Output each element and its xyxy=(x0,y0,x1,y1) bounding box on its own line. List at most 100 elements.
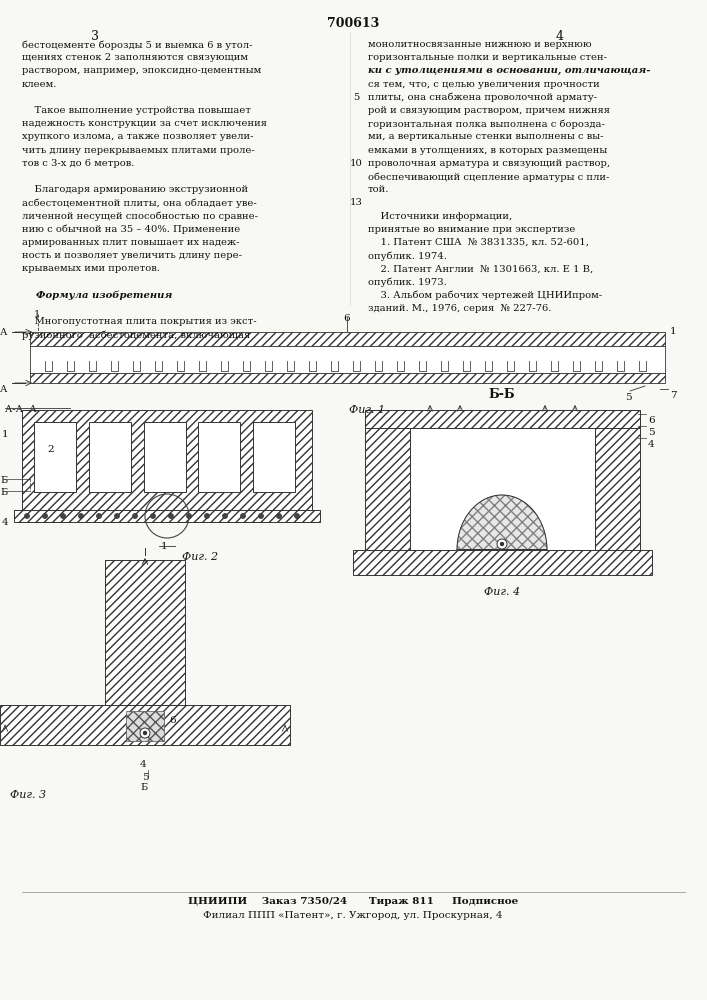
Circle shape xyxy=(295,514,300,518)
Text: Такое выполнение устройства повышает: Такое выполнение устройства повышает xyxy=(22,106,251,115)
Text: 700613: 700613 xyxy=(327,17,379,30)
Bar xyxy=(30,332,665,346)
Text: горизонтальные полки и вертикальные стен-: горизонтальные полки и вертикальные стен… xyxy=(368,53,607,62)
Text: А: А xyxy=(0,328,7,337)
Circle shape xyxy=(501,542,503,546)
Text: Б-Б: Б-Б xyxy=(489,388,515,401)
Text: ки с утолщениями в основании, отличающая-: ки с утолщениями в основании, отличающая… xyxy=(368,66,650,75)
Text: Фиг. 1: Фиг. 1 xyxy=(349,405,385,415)
Circle shape xyxy=(276,514,281,518)
Circle shape xyxy=(259,514,264,518)
Circle shape xyxy=(42,514,47,518)
Text: 4: 4 xyxy=(556,30,564,43)
Text: емками в утолщениях, в которых размещены: емками в утолщениях, в которых размещены xyxy=(368,146,607,155)
Circle shape xyxy=(204,514,209,518)
Text: рой и связующим раствором, причем нижняя: рой и связующим раствором, причем нижняя xyxy=(368,106,610,115)
Text: асбестоцементной плиты, она обладает уве-: асбестоцементной плиты, она обладает уве… xyxy=(22,198,257,208)
Circle shape xyxy=(132,514,137,518)
Polygon shape xyxy=(457,495,547,550)
Polygon shape xyxy=(457,495,547,550)
Circle shape xyxy=(168,514,173,518)
Text: Б: Б xyxy=(0,476,7,485)
Text: монолитносвязанные нижнюю и верхнюю: монолитносвязанные нижнюю и верхнюю xyxy=(368,40,592,49)
Text: клеем.: клеем. xyxy=(22,80,57,89)
Bar xyxy=(253,422,296,492)
Text: ся тем, что, с целью увеличения прочности: ся тем, что, с целью увеличения прочност… xyxy=(368,80,600,89)
Text: личенной несущей способностью по сравне-: личенной несущей способностью по сравне- xyxy=(22,212,258,221)
Text: 3: 3 xyxy=(91,30,99,43)
Text: Формула изобретения: Формула изобретения xyxy=(22,291,173,300)
Bar xyxy=(30,373,665,383)
Bar xyxy=(595,410,640,550)
Text: тов с 3-х до 6 метров.: тов с 3-х до 6 метров. xyxy=(22,159,134,168)
Text: 1: 1 xyxy=(2,430,8,439)
Text: 2. Патент Англии  № 1301663, кл. Е 1 В,: 2. Патент Англии № 1301663, кл. Е 1 В, xyxy=(368,264,593,273)
Text: той.: той. xyxy=(368,185,390,194)
Circle shape xyxy=(151,514,156,518)
Text: проволочная арматура и связующий раствор,: проволочная арматура и связующий раствор… xyxy=(368,159,610,168)
Text: 7: 7 xyxy=(670,391,677,400)
Circle shape xyxy=(61,514,66,518)
Text: хрупкого излома, а также позволяет увели-: хрупкого излома, а также позволяет увели… xyxy=(22,132,254,141)
Text: 6: 6 xyxy=(648,416,655,425)
Text: 4: 4 xyxy=(2,518,8,527)
Text: опублик. 1973.: опублик. 1973. xyxy=(368,278,447,287)
Text: 1: 1 xyxy=(670,327,677,336)
Text: крываемых ими пролетов.: крываемых ими пролетов. xyxy=(22,264,160,273)
Text: 4: 4 xyxy=(140,760,146,769)
Circle shape xyxy=(497,539,507,549)
Text: А-А  А: А-А А xyxy=(5,405,37,414)
Text: Филиал ППП «Патент», г. Ужгород, ул. Проскурная, 4: Филиал ППП «Патент», г. Ужгород, ул. Про… xyxy=(203,911,503,920)
Circle shape xyxy=(144,732,146,734)
Text: 6: 6 xyxy=(169,716,175,725)
Text: зданий. М., 1976, серия  № 227-76.: зданий. М., 1976, серия № 227-76. xyxy=(368,304,551,313)
Text: А: А xyxy=(0,385,7,394)
Bar xyxy=(144,422,186,492)
Bar xyxy=(105,560,185,705)
Text: 6: 6 xyxy=(344,314,350,323)
Text: рузионного  асбестоцемента, включающая: рузионного асбестоцемента, включающая xyxy=(22,330,250,340)
Circle shape xyxy=(115,514,119,518)
Bar xyxy=(0,705,290,745)
Circle shape xyxy=(25,514,30,518)
Circle shape xyxy=(78,514,83,518)
Text: нию с обычной на 35 – 40%. Применение: нию с обычной на 35 – 40%. Применение xyxy=(22,225,240,234)
Text: надежность конструкции за счет исключения: надежность конструкции за счет исключени… xyxy=(22,119,267,128)
Circle shape xyxy=(240,514,245,518)
Text: Благодаря армированию экструзионной: Благодаря армированию экструзионной xyxy=(22,185,248,194)
Bar xyxy=(410,428,595,550)
Text: 13: 13 xyxy=(349,198,363,207)
Bar xyxy=(14,510,320,522)
Text: 1. Патент США  № 3831335, кл. 52-601,: 1. Патент США № 3831335, кл. 52-601, xyxy=(368,238,589,247)
Circle shape xyxy=(140,728,150,738)
Text: 2: 2 xyxy=(47,445,54,454)
Text: бестоцементе борозды 5 и выемка 6 в утол-: бестоцементе борозды 5 и выемка 6 в утол… xyxy=(22,40,252,49)
Bar xyxy=(126,711,164,741)
Text: 5: 5 xyxy=(142,773,148,782)
Text: принятые во внимание при экспертизе: принятые во внимание при экспертизе xyxy=(368,225,575,234)
Text: Источники информации,: Источники информации, xyxy=(368,212,513,221)
Text: 1: 1 xyxy=(160,542,168,551)
Text: Фиг. 2: Фиг. 2 xyxy=(182,552,218,562)
Bar xyxy=(30,346,665,373)
Text: 4: 4 xyxy=(648,440,655,449)
Text: 5: 5 xyxy=(353,93,359,102)
Text: ми, а вертикальные стенки выполнены с вы-: ми, а вертикальные стенки выполнены с вы… xyxy=(368,132,604,141)
Text: армированных плит повышает их надеж-: армированных плит повышает их надеж- xyxy=(22,238,240,247)
Text: 1: 1 xyxy=(34,310,40,319)
Text: 5: 5 xyxy=(625,393,631,402)
Text: горизонтальная полка выполнена с борозда-: горизонтальная полка выполнена с борозда… xyxy=(368,119,605,129)
Bar xyxy=(353,550,652,575)
Text: Фиг. 3: Фиг. 3 xyxy=(10,790,46,800)
Text: опублик. 1974.: опублик. 1974. xyxy=(368,251,447,261)
Bar xyxy=(34,422,76,492)
Text: плиты, она снабжена проволочной армату-: плиты, она снабжена проволочной армату- xyxy=(368,93,597,102)
Text: Б: Б xyxy=(140,783,147,792)
Circle shape xyxy=(96,514,102,518)
Bar xyxy=(365,410,640,428)
Text: обеспечивающий сцепление арматуры с пли-: обеспечивающий сцепление арматуры с пли- xyxy=(368,172,609,182)
Text: раствором, например, эпоксидно-цементным: раствором, например, эпоксидно-цементным xyxy=(22,66,262,75)
Text: чить длину перекрываемых плитами проле-: чить длину перекрываемых плитами проле- xyxy=(22,146,255,155)
Text: 5: 5 xyxy=(648,428,655,437)
Text: Б: Б xyxy=(0,488,7,497)
